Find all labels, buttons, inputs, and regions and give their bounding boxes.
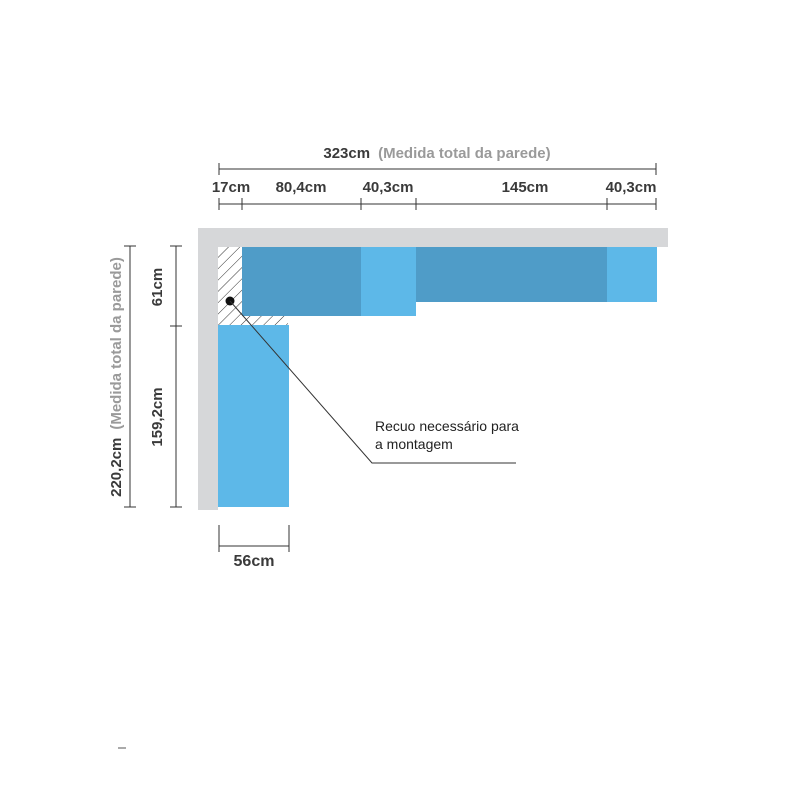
bottom-dimension: 56cm [218,525,290,570]
top-total-note: (Medida total da parede) [378,145,551,162]
module-left [218,325,289,507]
wall [198,228,668,510]
top-total-dimension: 323cm (Medida total da parede) [218,145,657,175]
module-top-1 [242,247,361,316]
left-total-dimension: 220,2cm (Medida total da parede) [108,245,136,508]
module-top-2 [361,247,416,316]
setback-annotation: Recuo necessário para a montagem [225,296,519,464]
top-segment-1: 17cm [212,179,250,196]
left-segment-dimensions: 61cm 159,2cm [149,245,182,508]
left-segment-2: 159,2cm [149,387,166,446]
left-segment-1: 61cm [149,268,166,306]
top-segment-5: 40,3cm [606,179,657,196]
module-top-3 [416,247,607,302]
module-top-4 [607,247,657,302]
top-wall [198,228,668,247]
left-wall [198,228,218,510]
top-segment-2: 80,4cm [276,179,327,196]
top-total-value: 323cm [323,145,370,162]
bottom-width-label: 56cm [234,553,275,570]
top-segment-4: 145cm [502,179,549,196]
modules [218,247,657,507]
annotation-line-1: Recuo necessário para [375,418,519,434]
top-segment-3: 40,3cm [363,179,414,196]
left-total-note: (Medida total da parede) [108,257,125,430]
left-total-value: 220,2cm [108,438,125,497]
annotation-line-2: a montagem [375,436,453,452]
left-total-label: 220,2cm (Medida total da parede) [108,257,125,497]
top-total-label: 323cm (Medida total da parede) [323,145,550,162]
top-segment-dimensions: 17cm 80,4cm 40,3cm 145cm 40,3cm [212,179,657,210]
